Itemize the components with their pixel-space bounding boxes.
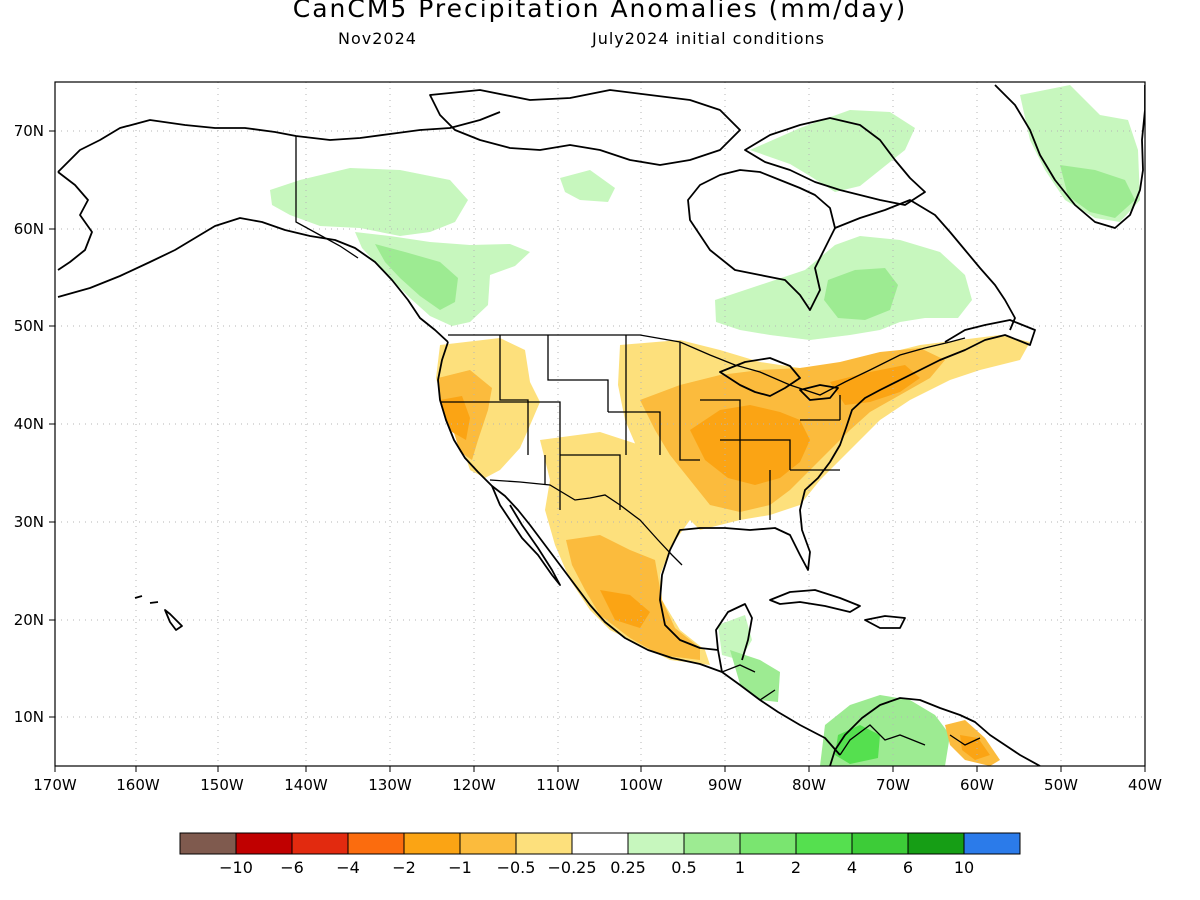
lat-label: 60N: [14, 220, 44, 238]
longitude-ticks: [54, 766, 1146, 772]
coastline-us-west: [437, 341, 841, 756]
border-us-mexico: [489, 479, 683, 566]
colorbar-label: 10: [954, 858, 974, 877]
lat-label: 40N: [14, 415, 44, 433]
wet-anomaly-quebec-med: [824, 268, 898, 320]
colorbar-swatch: [571, 832, 629, 855]
baffin-island: [744, 117, 926, 206]
border-us-canada: [448, 334, 966, 396]
dry-anomaly-ohio-valley: [690, 405, 810, 485]
coastlines: [57, 84, 1145, 766]
colorbar-swatch: [515, 832, 573, 855]
map-title: CanCM5 Precipitation Anomalies (mm/day): [292, 0, 908, 23]
colorbar: [179, 832, 1021, 855]
colorbar-labels: −10 −6 −4 −2 −1 −0.5 −0.25 0.25 0.5 1 2 …: [219, 858, 974, 877]
wet-anomaly-bc-coast-med: [375, 244, 458, 310]
dry-anomaly-california-med: [440, 396, 470, 440]
colorbar-swatch: [907, 832, 965, 855]
latitude-ticks: [49, 130, 55, 718]
wet-anomaly-alaska: [270, 168, 468, 236]
lon-label: 120W: [452, 776, 496, 794]
colorbar-label: −0.5: [497, 858, 536, 877]
colorbar-swatch: [739, 832, 797, 855]
cuba: [769, 589, 861, 613]
arctic-islands: [429, 89, 741, 166]
colorbar-swatch: [795, 832, 853, 855]
dry-anomaly-mexico: [566, 535, 700, 660]
lon-label: 90W: [708, 776, 742, 794]
hawaii: [134, 595, 183, 631]
colorbar-swatch: [235, 832, 293, 855]
colorbar-swatch: [851, 832, 909, 855]
colorbar-label: −6: [280, 858, 304, 877]
colorbar-label: 0.5: [671, 858, 696, 877]
colorbar-swatch: [683, 832, 741, 855]
colorbar-label: −0.25: [547, 858, 596, 877]
lon-label: 170W: [33, 776, 77, 794]
wet-anomaly-arctic: [560, 170, 615, 202]
coastline-baja: [491, 485, 561, 586]
coastline-alaska-west: [57, 171, 93, 271]
lat-lon-gridlines: [55, 82, 1145, 766]
lon-label: 60W: [960, 776, 994, 794]
lon-label: 80W: [792, 776, 826, 794]
coastline-gulf: [659, 319, 1036, 673]
coastline-greenland: [994, 84, 1145, 229]
lon-label: 110W: [536, 776, 580, 794]
lon-label: 40W: [1128, 776, 1162, 794]
dry-anomaly-mexico-med: [600, 590, 650, 628]
lon-label: 150W: [200, 776, 244, 794]
colorbar-swatch: [291, 832, 349, 855]
colorbar-label: 0.25: [610, 858, 646, 877]
colorbar-label: 2: [791, 858, 801, 877]
lat-label: 20N: [14, 611, 44, 629]
colorbar-label: 1: [735, 858, 745, 877]
colorbar-label: −10: [219, 858, 253, 877]
wet-anomaly-yucatan: [718, 615, 752, 660]
lon-label: 140W: [284, 776, 328, 794]
wet-anomaly-baffin: [750, 110, 915, 192]
dry-anomaly-northeast: [830, 365, 920, 405]
initial-conditions: July2024 initial conditions: [592, 29, 825, 48]
lat-label: 10N: [14, 708, 44, 726]
political-borders: [295, 136, 981, 756]
coastline-labrador: [834, 199, 1016, 331]
forecast-month: Nov2024: [338, 29, 417, 48]
central-america-borders: [721, 664, 981, 756]
anomaly-fill-layer: [270, 85, 1140, 766]
lat-label: 70N: [14, 122, 44, 140]
lon-label: 100W: [619, 776, 663, 794]
lon-label: 50W: [1044, 776, 1078, 794]
great-lakes: [719, 357, 839, 401]
colorbar-label: −2: [392, 858, 416, 877]
lat-label: 30N: [14, 513, 44, 531]
lon-label: 160W: [116, 776, 160, 794]
colorbar-swatch: [627, 832, 685, 855]
longitude-labels: 170W 160W 150W 140W 130W 120W 110W 100W …: [33, 776, 1162, 794]
lon-label: 70W: [876, 776, 910, 794]
coastline-alaska-north: [57, 111, 501, 173]
hispaniola: [864, 615, 906, 629]
colorbar-swatch: [403, 832, 461, 855]
colorbar-label: 4: [847, 858, 857, 877]
dry-anomaly-venezuela-med: [960, 735, 990, 760]
wet-anomaly-greenland-med: [1060, 165, 1135, 218]
wet-anomaly-honduras: [730, 650, 780, 702]
coastline-alaska: [57, 217, 449, 343]
colorbar-swatch: [179, 832, 237, 855]
latitude-labels: 70N 60N 50N 40N 30N 20N 10N: [14, 122, 44, 726]
colorbar-swatch: [963, 832, 1021, 855]
colorbar-swatch: [347, 832, 405, 855]
colorbar-swatch: [459, 832, 517, 855]
border-alaska-canada: [295, 136, 359, 259]
colorbar-label: 6: [903, 858, 913, 877]
colorbar-label: −1: [448, 858, 472, 877]
coastline-south-america: [829, 697, 1041, 766]
lat-label: 50N: [14, 317, 44, 335]
colorbar-label: −4: [336, 858, 360, 877]
us-state-borders: [440, 335, 841, 520]
lon-label: 130W: [368, 776, 412, 794]
